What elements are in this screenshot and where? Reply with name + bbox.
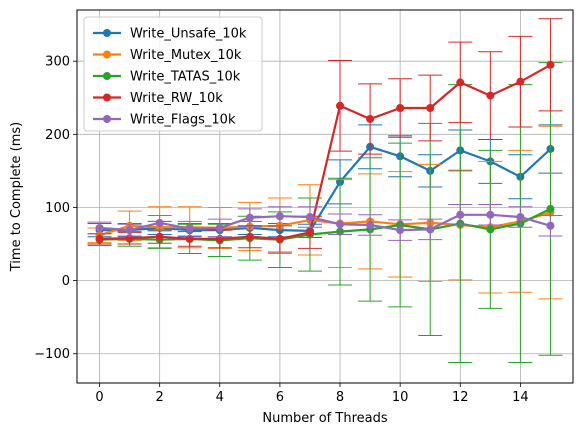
legend-marker bbox=[103, 72, 111, 80]
data-point bbox=[215, 223, 224, 232]
data-point bbox=[95, 223, 104, 232]
legend-box bbox=[83, 16, 263, 132]
data-point bbox=[456, 210, 465, 219]
x-tick-label: 10 bbox=[392, 390, 409, 405]
plot-frame bbox=[76, 9, 574, 384]
legend-marker bbox=[103, 50, 111, 59]
y-tick-label: 300 bbox=[45, 55, 70, 70]
data-point bbox=[95, 234, 104, 243]
legend-label: Write_TATAS_10k bbox=[130, 70, 241, 85]
series-line bbox=[99, 63, 552, 240]
x-tick-label: 0 bbox=[95, 390, 103, 405]
x-tick-label: 8 bbox=[336, 390, 344, 405]
series-line bbox=[99, 213, 551, 232]
data-point bbox=[336, 101, 345, 110]
y-tick-label: 200 bbox=[45, 128, 70, 143]
data-point bbox=[185, 234, 194, 243]
axis-ticks: 0 2 4 6 8 10 12 14 −100 0 100 200 300 bbox=[34, 55, 528, 405]
data-point bbox=[336, 220, 345, 229]
data-point bbox=[305, 228, 314, 237]
series-Write_Flags_10k bbox=[87, 204, 563, 241]
x-tick-label: 12 bbox=[452, 390, 469, 405]
data-point bbox=[155, 232, 164, 241]
legend-marker bbox=[103, 29, 111, 37]
data-point bbox=[305, 212, 314, 221]
data-point bbox=[396, 104, 405, 113]
data-point bbox=[546, 204, 555, 213]
data-point bbox=[486, 91, 495, 100]
data-point bbox=[516, 77, 525, 86]
legend-marker bbox=[103, 115, 111, 123]
data-point bbox=[185, 224, 194, 233]
data-point bbox=[456, 78, 465, 87]
data-point bbox=[516, 212, 525, 221]
y-tick-label: 0 bbox=[62, 274, 70, 289]
data-point bbox=[245, 232, 254, 241]
x-axis-label: Number of Threads bbox=[262, 411, 387, 426]
legend-label: Write_Unsafe_10k bbox=[130, 27, 247, 42]
data-point bbox=[155, 218, 164, 227]
data-point bbox=[396, 226, 405, 235]
legend-label: Write_RW_10k bbox=[130, 91, 223, 106]
legend-label: Write_Flags_10k bbox=[130, 113, 236, 128]
plot-series bbox=[87, 18, 563, 364]
data-point bbox=[275, 234, 284, 243]
y-tick-label: −100 bbox=[34, 347, 70, 362]
y-tick-label: 100 bbox=[45, 201, 70, 216]
data-point bbox=[546, 221, 555, 230]
series-line bbox=[99, 145, 552, 232]
data-point bbox=[426, 225, 435, 234]
data-point bbox=[426, 104, 435, 113]
x-tick-label: 4 bbox=[216, 390, 224, 405]
data-point bbox=[125, 226, 134, 235]
x-tick-label: 6 bbox=[276, 390, 284, 405]
series-line bbox=[99, 207, 551, 242]
data-point bbox=[366, 221, 375, 230]
x-tick-label: 14 bbox=[512, 390, 529, 405]
data-point bbox=[486, 210, 495, 219]
legend: Write_Unsafe_10k Write_Mutex_10k Write_TAT… bbox=[83, 16, 263, 132]
legend-marker bbox=[103, 93, 111, 102]
data-point bbox=[366, 114, 375, 123]
y-axis-label: Time to Complete (ms) bbox=[9, 122, 24, 273]
data-point bbox=[245, 213, 254, 222]
data-point bbox=[275, 212, 284, 221]
data-point bbox=[486, 225, 495, 234]
legend-label: Write_Mutex_10k bbox=[130, 48, 242, 63]
data-point bbox=[546, 60, 555, 69]
x-tick-label: 2 bbox=[156, 390, 164, 405]
